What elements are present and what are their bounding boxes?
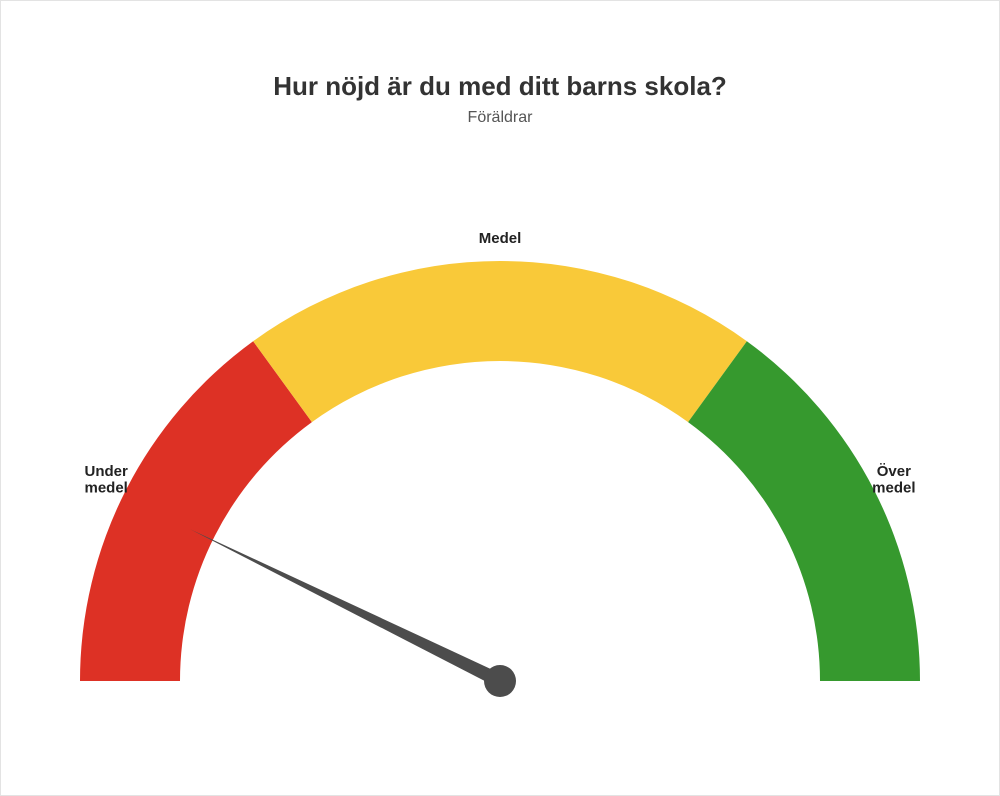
gauge-segment-label-2: Över <box>877 463 911 480</box>
gauge-chart: UndermedelMedelÖvermedel <box>1 161 999 721</box>
chart-card: Hur nöjd är du med ditt barns skola? För… <box>0 0 1000 796</box>
gauge-svg: UndermedelMedelÖvermedel <box>20 161 980 721</box>
gauge-segment-1 <box>253 261 747 422</box>
gauge-segment-0 <box>80 341 312 681</box>
gauge-needle <box>190 529 503 687</box>
gauge-needle-hub <box>484 665 516 697</box>
gauge-segment-2 <box>688 341 920 681</box>
chart-subtitle: Föräldrar <box>1 109 999 127</box>
gauge-segment-label-1: Medel <box>479 230 522 247</box>
gauge-segment-label-2: medel <box>872 480 915 497</box>
chart-title: Hur nöjd är du med ditt barns skola? <box>1 71 999 102</box>
gauge-segment-label-0: medel <box>84 480 127 497</box>
gauge-segment-label-0: Under <box>85 463 129 480</box>
